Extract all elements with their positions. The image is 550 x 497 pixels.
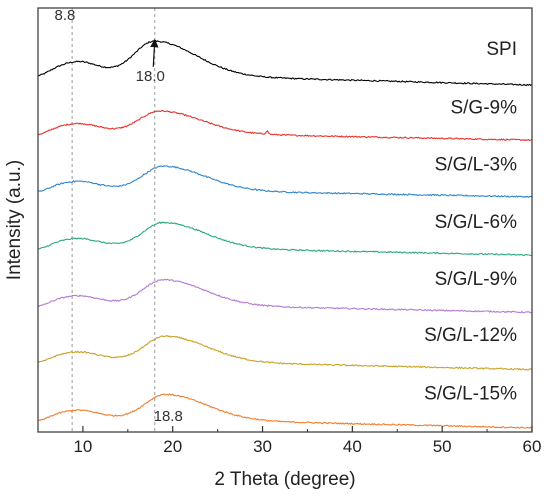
series-line-2: [37, 164, 532, 199]
annotation-2: 18.8: [154, 408, 183, 425]
series-line-0: [37, 40, 532, 87]
x-axis-title: 2 Theta (degree): [214, 469, 355, 490]
x-tick-label-60: 60: [523, 437, 542, 456]
series-layer: [37, 40, 532, 429]
series-label-3: S/G/L-6%: [435, 212, 517, 233]
x-axis: 10 20 30 40 50 60: [37, 426, 542, 456]
x-tick-label-30: 30: [253, 437, 272, 456]
annotation-0: 8.8: [55, 7, 76, 24]
series-line-4: [37, 278, 532, 314]
series-line-1: [37, 109, 532, 142]
series-label-6: S/G/L-15%: [424, 383, 517, 404]
series-label-2: S/G/L-3%: [435, 155, 517, 176]
series-label-0: SPI: [486, 39, 517, 60]
annotations: 8.8 18.0 18.8: [55, 7, 183, 425]
series-line-6: [37, 393, 532, 429]
x-tick-label-10: 10: [73, 437, 92, 456]
series-labels: SPI S/G-9% S/G/L-3% S/G/L-6% S/G/L-9% S/G/L-1…: [424, 39, 517, 404]
plot-frame: [37, 7, 533, 433]
annotation-1: 18.0: [136, 68, 165, 85]
y-axis-title: Intensity (a.u.): [4, 160, 25, 280]
series-line-5: [37, 334, 532, 371]
series-label-1: S/G-9%: [450, 97, 517, 118]
series-label-4: S/G/L-9%: [435, 269, 517, 290]
x-tick-label-20: 20: [163, 437, 182, 456]
series-label-5: S/G/L-12%: [424, 325, 517, 346]
reference-lines: [71, 8, 156, 432]
x-tick-label-50: 50: [433, 437, 452, 456]
annotation-arrow-1: [150, 38, 159, 67]
x-tick-label-40: 40: [343, 437, 362, 456]
series-line-3: [37, 221, 532, 257]
